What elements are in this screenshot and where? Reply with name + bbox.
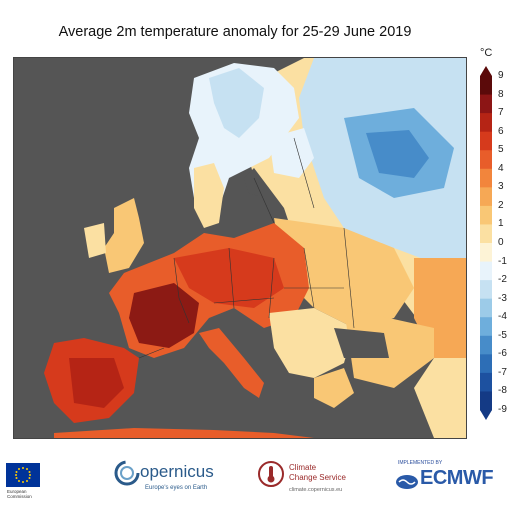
colorbar-segment	[480, 335, 492, 355]
colorbar-segment	[480, 298, 492, 318]
colorbar-segment	[480, 243, 492, 263]
great-britain-land	[104, 198, 144, 273]
eu-flag-logo	[6, 463, 40, 487]
colorbar-tick-label: -9	[498, 404, 507, 415]
northern-scandinavia-land	[209, 68, 264, 138]
spain-hot-region	[69, 358, 124, 408]
colorbar-tick-label: 5	[498, 144, 504, 156]
colorbar-segment	[480, 150, 492, 170]
colorbar-segment	[480, 113, 492, 133]
colorbar-tick-label: -5	[498, 329, 507, 341]
colorbar-segment	[480, 372, 492, 392]
colorbar-tick-label: 1	[498, 218, 504, 230]
ecmwf-name: ECMWF	[420, 467, 494, 489]
colorbar-segment	[480, 261, 492, 281]
colorbar-segment	[480, 131, 492, 151]
balkans-land	[269, 308, 354, 378]
colorbar-max-arrow	[480, 66, 492, 76]
colorbar-tick-label: 0	[498, 237, 504, 248]
map-title: Average 2m temperature anomaly for 25-29…	[58, 24, 412, 40]
colorbar-segment	[480, 187, 492, 207]
russia-coldest-region	[366, 130, 429, 178]
greece-land	[314, 368, 354, 408]
ecmwf-implemented-label: IMPLEMENTED BY	[398, 460, 443, 466]
c3s-name: Climate Change Service	[289, 463, 346, 482]
colorbar-segment	[480, 224, 492, 244]
colorbar-tick-label: -8	[498, 385, 507, 397]
turkey-land	[344, 308, 434, 388]
colorbar-tick-label: 2	[498, 199, 504, 211]
colorbar-unit: °C	[480, 47, 493, 59]
colorbar-segment	[480, 354, 492, 374]
colorbar-tick-label: 3	[498, 181, 504, 193]
black-sea	[334, 328, 389, 358]
country-borders	[138, 137, 355, 359]
colorbar-segment	[480, 205, 492, 225]
italy-land	[199, 328, 264, 398]
colorbar-segment	[480, 280, 492, 300]
copernicus-tagline: Europe's eyes on Earth	[145, 485, 208, 491]
ukraine-belarus-land	[274, 218, 414, 328]
finland-land	[269, 128, 314, 178]
colorbar-tick-label: 8	[498, 88, 504, 100]
germany-hot-region	[174, 248, 284, 308]
temperature-anomaly-map	[13, 57, 467, 439]
colorbar-tick-label: -4	[498, 311, 507, 323]
colorbar-tick-label: 6	[498, 125, 504, 137]
france-hot-region	[129, 283, 199, 348]
colorbar-tick-label: -2	[498, 274, 507, 286]
copernicus-name: opernicus	[140, 462, 214, 481]
ireland-land	[84, 223, 106, 258]
colorbar-tick-label: -6	[498, 348, 507, 360]
c3s-url: climate.copernicus.eu	[289, 487, 343, 493]
colorbar-tick-label: 4	[498, 162, 504, 174]
colorbar-tick-label: -7	[498, 366, 507, 378]
colorbar-svg	[480, 66, 492, 420]
colorbar-tick-label: -1	[498, 255, 507, 267]
colorbar-segment	[480, 76, 492, 96]
eu-commission-text: European Commission	[7, 489, 32, 499]
colorbar-min-arrow	[480, 410, 492, 420]
colorbar-segment	[480, 94, 492, 114]
c3s-logo	[256, 459, 286, 494]
southern-sweden-land	[194, 163, 224, 228]
colorbar-segment	[480, 317, 492, 337]
colorbar-segment	[480, 168, 492, 188]
colorbar-tick-label: 7	[498, 107, 504, 119]
ecmwf-cloud-icon	[395, 470, 419, 495]
north-africa-land	[54, 428, 314, 438]
colorbar-segment	[480, 391, 492, 411]
colorbar-tick-label: 9	[498, 70, 504, 81]
copernicus-logo	[112, 458, 216, 498]
map-canvas	[14, 58, 466, 438]
colorbar-tick-label: -3	[498, 292, 507, 304]
colorbar	[478, 48, 510, 428]
